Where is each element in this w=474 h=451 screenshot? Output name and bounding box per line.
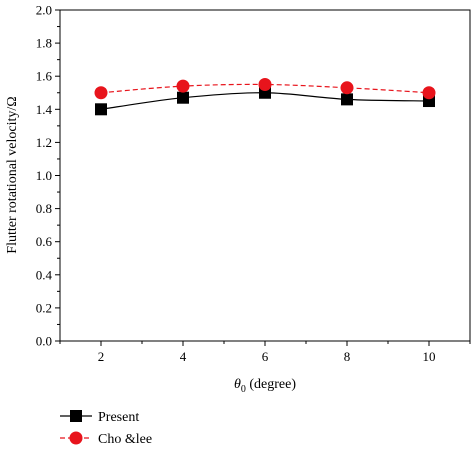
data-point-circle <box>340 81 354 95</box>
legend-label: Present <box>98 410 139 425</box>
x-axis-title-symbol: θ <box>234 377 241 392</box>
y-tick-label: 1.6 <box>36 69 53 84</box>
data-point-square <box>177 91 189 104</box>
y-axis-title: Flutter rotational velocity/Ω <box>5 96 20 253</box>
x-tick-label: 8 <box>344 349 351 364</box>
legend: Present Cho &lee <box>60 410 152 447</box>
y-tick-label: 1.4 <box>36 102 53 117</box>
y-tick-label: 0.2 <box>36 300 52 315</box>
y-tick-label: 0.4 <box>36 267 53 282</box>
x-tick-label: 2 <box>98 349 105 364</box>
plot-frame <box>59 9 471 342</box>
legend-marker-circle <box>69 431 83 445</box>
y-axis-ticks: 0.0 0.2 0.4 0.6 0.8 1.0 1.2 1.4 1.6 1.8 2.0 <box>36 3 60 349</box>
y-tick-label: 2.0 <box>36 3 52 18</box>
y-tick-label: 1.2 <box>36 135 52 150</box>
y-tick-label: 1.8 <box>36 36 52 51</box>
x-tick-label: 4 <box>180 349 187 364</box>
legend-label: Cho &lee <box>98 432 152 447</box>
x-axis-title-subscript: 0 <box>241 384 246 395</box>
y-tick-label: 1.0 <box>36 168 52 183</box>
x-axis-title: θ0 (degree) <box>234 377 296 395</box>
series-layer <box>94 77 436 116</box>
x-tick-label: 10 <box>423 349 436 364</box>
x-axis-ticks: 2 4 6 8 10 <box>59 341 471 364</box>
data-point-square <box>95 103 107 116</box>
x-axis-title-rest: (degree) <box>246 377 296 392</box>
y-tick-label: 0.8 <box>36 201 52 216</box>
x-tick-label: 6 <box>262 349 269 364</box>
data-point-circle <box>258 77 272 91</box>
legend-marker-square <box>70 410 82 422</box>
data-point-circle <box>422 86 436 100</box>
data-point-circle <box>94 86 108 100</box>
y-tick-label: 0.6 <box>36 234 53 249</box>
y-tick-label: 0.0 <box>36 334 52 349</box>
data-point-circle <box>176 79 190 93</box>
data-point-square <box>341 93 353 106</box>
